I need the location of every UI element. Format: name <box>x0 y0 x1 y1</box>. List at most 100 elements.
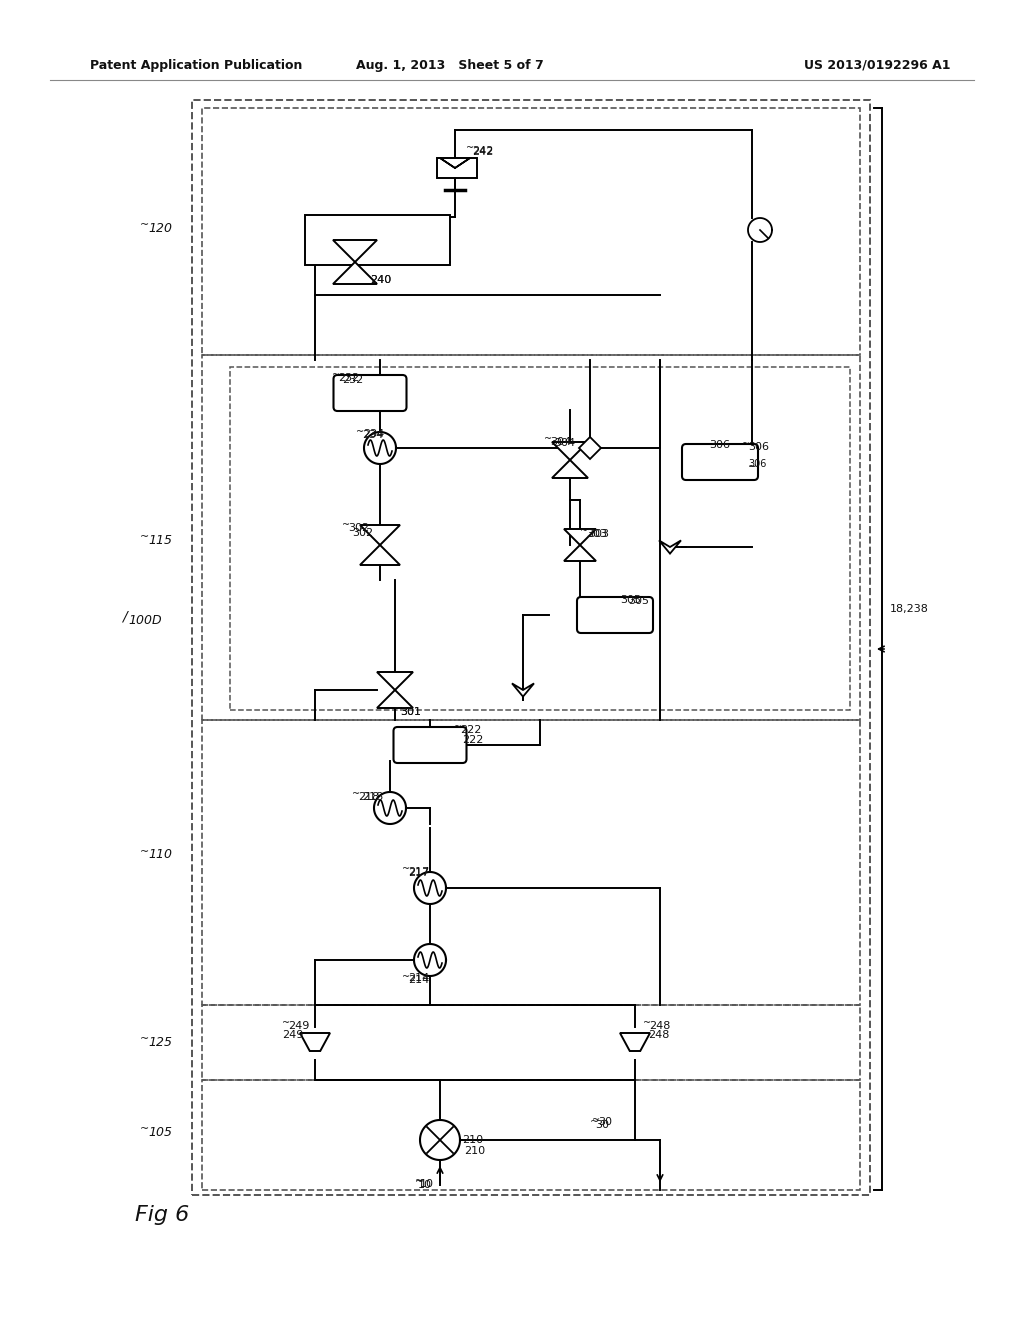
Text: 115: 115 <box>148 533 172 546</box>
Polygon shape <box>333 240 377 261</box>
Text: 10: 10 <box>418 1180 432 1191</box>
Polygon shape <box>552 459 588 478</box>
Text: 249: 249 <box>288 1020 309 1031</box>
FancyBboxPatch shape <box>334 375 407 411</box>
Text: 234: 234 <box>362 430 383 440</box>
Text: ~: ~ <box>622 593 630 603</box>
Text: ~: ~ <box>282 1018 290 1028</box>
Text: 248: 248 <box>648 1030 670 1040</box>
Text: ~: ~ <box>643 1018 651 1028</box>
Text: 210: 210 <box>462 1135 483 1144</box>
Text: 305: 305 <box>620 595 641 605</box>
Text: 105: 105 <box>148 1126 172 1138</box>
Text: 214: 214 <box>408 973 429 983</box>
Text: 306: 306 <box>748 459 766 469</box>
Polygon shape <box>374 792 406 824</box>
Text: ~: ~ <box>580 525 588 536</box>
Text: 214: 214 <box>408 975 429 985</box>
Text: 240: 240 <box>370 275 391 285</box>
Polygon shape <box>620 1034 650 1051</box>
Text: 125: 125 <box>148 1035 172 1048</box>
Text: 10: 10 <box>420 1179 434 1189</box>
Polygon shape <box>364 432 396 465</box>
Polygon shape <box>360 525 400 545</box>
Text: 30: 30 <box>595 1119 609 1130</box>
Bar <box>202 108 860 355</box>
Text: US 2013/0192296 A1: US 2013/0192296 A1 <box>804 58 950 71</box>
Text: 222: 222 <box>462 735 483 744</box>
Text: 240: 240 <box>370 275 391 285</box>
Text: 210: 210 <box>464 1146 485 1156</box>
FancyBboxPatch shape <box>577 597 653 634</box>
Text: 304: 304 <box>554 438 575 447</box>
Text: ~: ~ <box>415 1177 424 1187</box>
Text: ~: ~ <box>332 370 340 380</box>
Bar <box>230 367 850 710</box>
Text: 100D: 100D <box>128 614 162 627</box>
Polygon shape <box>414 873 446 904</box>
Text: 232: 232 <box>342 375 364 385</box>
Text: 242: 242 <box>472 147 494 156</box>
Polygon shape <box>300 1034 330 1051</box>
Text: ~: ~ <box>140 1034 150 1044</box>
Text: ~: ~ <box>544 434 552 444</box>
Text: 306: 306 <box>710 440 730 450</box>
Text: 30: 30 <box>598 1117 612 1127</box>
Text: 218: 218 <box>358 792 379 803</box>
Text: ~: ~ <box>342 520 350 531</box>
Polygon shape <box>659 540 681 553</box>
Text: 218: 218 <box>362 792 383 803</box>
Polygon shape <box>564 545 596 561</box>
Text: ~: ~ <box>590 1117 599 1127</box>
Text: 222: 222 <box>460 725 481 735</box>
Text: ~: ~ <box>402 972 411 982</box>
Polygon shape <box>360 545 400 565</box>
Text: Aug. 1, 2013   Sheet 5 of 7: Aug. 1, 2013 Sheet 5 of 7 <box>356 58 544 71</box>
Bar <box>202 1080 860 1191</box>
Text: ~: ~ <box>140 1125 150 1134</box>
Polygon shape <box>512 684 534 697</box>
Text: ~: ~ <box>415 1176 423 1185</box>
Text: 18,238: 18,238 <box>890 605 929 614</box>
Text: 249: 249 <box>282 1030 303 1040</box>
Text: 305: 305 <box>628 597 649 606</box>
Text: 110: 110 <box>148 849 172 862</box>
Polygon shape <box>552 442 588 459</box>
Polygon shape <box>440 158 470 168</box>
Text: 234: 234 <box>362 429 384 440</box>
Text: ~: ~ <box>466 143 474 153</box>
Bar <box>193 100 870 1195</box>
Bar <box>202 1005 860 1080</box>
Polygon shape <box>414 944 446 975</box>
Text: ~: ~ <box>352 789 360 799</box>
Text: ~: ~ <box>140 532 150 543</box>
Text: Patent Application Publication: Patent Application Publication <box>90 58 302 71</box>
Text: ~: ~ <box>402 865 411 874</box>
Text: Fig 6: Fig 6 <box>135 1205 189 1225</box>
Text: 232: 232 <box>338 374 359 383</box>
Bar <box>437 158 477 178</box>
Polygon shape <box>564 529 596 545</box>
Text: 302: 302 <box>352 528 373 539</box>
Text: 242: 242 <box>472 147 494 157</box>
Text: 303: 303 <box>586 529 607 539</box>
Text: ~: ~ <box>742 440 751 449</box>
Text: 302: 302 <box>348 523 369 533</box>
Polygon shape <box>748 218 772 242</box>
Text: 306: 306 <box>748 442 769 451</box>
Text: ~: ~ <box>748 462 758 473</box>
Text: ~: ~ <box>140 220 150 230</box>
Text: 301: 301 <box>400 708 421 717</box>
Polygon shape <box>579 437 601 459</box>
Text: /: / <box>122 610 127 624</box>
Text: ~: ~ <box>592 1115 600 1125</box>
Text: 304: 304 <box>550 437 571 447</box>
Text: 248: 248 <box>649 1020 671 1031</box>
Bar <box>202 719 860 1005</box>
Text: 217: 217 <box>408 869 429 878</box>
Text: 120: 120 <box>148 222 172 235</box>
Bar <box>305 215 450 265</box>
Text: ~: ~ <box>454 722 462 733</box>
Bar <box>202 355 860 719</box>
Polygon shape <box>333 261 377 284</box>
